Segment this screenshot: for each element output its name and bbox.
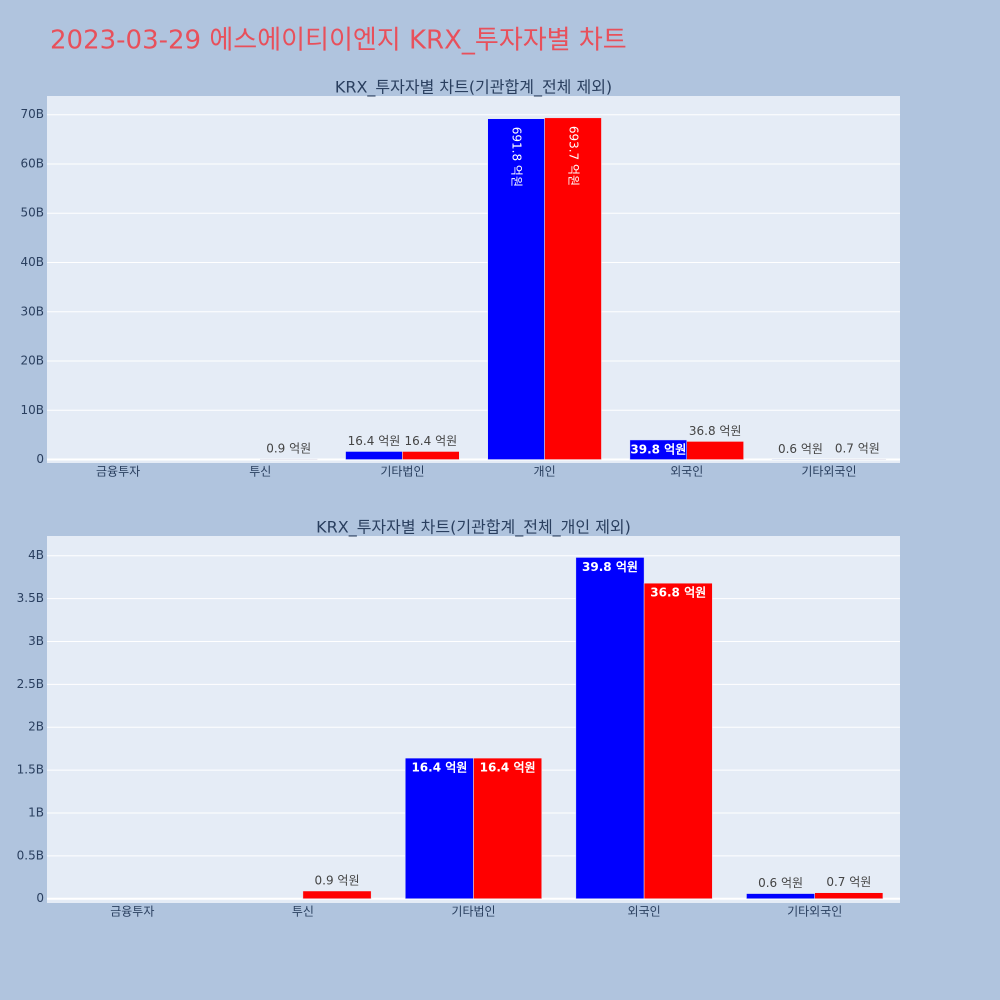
y-tick-label: 40B	[20, 255, 44, 269]
value-label: 36.8 억원	[689, 424, 742, 438]
value-label: 16.4 억원	[480, 761, 536, 775]
value-label: 693.7 억원	[567, 126, 581, 186]
value-label: 39.8 억원	[582, 560, 638, 574]
bar	[575, 557, 645, 899]
bar	[643, 582, 713, 899]
bar	[402, 451, 460, 460]
chart-title: KRX_투자자별 차트(기관합계_전체 제외)	[335, 78, 612, 98]
value-label: 0.6 억원	[758, 876, 803, 890]
y-tick-label: 2.5B	[17, 677, 44, 691]
x-tick-label: 투신	[249, 465, 271, 479]
y-tick-label: 70B	[20, 107, 44, 121]
y-tick-label: 1.5B	[17, 763, 44, 777]
value-label: 16.4 억원	[411, 761, 467, 775]
value-label: 39.8 억원	[630, 442, 686, 456]
chart-title: KRX_투자자별 차트(기관합계_전체_개인 제외)	[316, 518, 631, 538]
y-tick-label: 50B	[20, 206, 44, 220]
value-label: 16.4 억원	[348, 434, 401, 448]
y-tick-label: 0	[36, 891, 44, 905]
y-tick-label: 30B	[20, 304, 44, 318]
bar	[405, 757, 474, 899]
value-label: 0.6 억원	[778, 442, 823, 456]
bar	[686, 441, 744, 460]
bar	[302, 890, 372, 899]
y-tick-label: 3.5B	[17, 591, 44, 605]
value-label: 36.8 억원	[650, 586, 706, 600]
y-tick-label: 2B	[28, 720, 44, 734]
bar	[746, 893, 815, 899]
y-tick-label: 0.5B	[17, 848, 44, 862]
y-tick-label: 1B	[28, 805, 44, 819]
x-tick-label: 외국인	[670, 465, 703, 479]
bar	[473, 757, 542, 899]
bar	[487, 118, 545, 460]
value-label: 0.7 억원	[835, 442, 880, 456]
x-tick-label: 외국인	[628, 905, 661, 919]
value-label: 16.4 억원	[405, 434, 458, 448]
bar	[814, 892, 884, 899]
page-title: 2023-03-29 에스에이티이엔지 KRX_투자자별 차트	[50, 26, 627, 56]
x-tick-label: 금융투자	[110, 905, 154, 919]
x-tick-label: 기타외국인	[787, 905, 842, 919]
x-tick-label: 개인	[534, 465, 556, 479]
x-tick-label: 기타법인	[380, 465, 424, 479]
x-tick-label: 투신	[292, 905, 314, 919]
value-label: 0.7 억원	[826, 875, 871, 889]
y-tick-label: 4B	[28, 548, 44, 562]
x-tick-label: 기타법인	[451, 905, 495, 919]
bar	[544, 117, 602, 460]
x-tick-label: 기타외국인	[801, 465, 856, 479]
x-tick-label: 금융투자	[96, 465, 140, 479]
bar	[345, 451, 403, 460]
value-label: 0.9 억원	[266, 442, 311, 456]
y-tick-label: 0	[36, 452, 44, 466]
y-tick-label: 10B	[20, 403, 44, 417]
y-tick-label: 20B	[20, 354, 44, 368]
value-label: 691.8 억원	[510, 127, 524, 187]
value-label: 0.9 억원	[315, 873, 360, 887]
y-tick-label: 3B	[28, 634, 44, 648]
plot-area	[47, 96, 900, 463]
y-tick-label: 60B	[20, 156, 44, 170]
